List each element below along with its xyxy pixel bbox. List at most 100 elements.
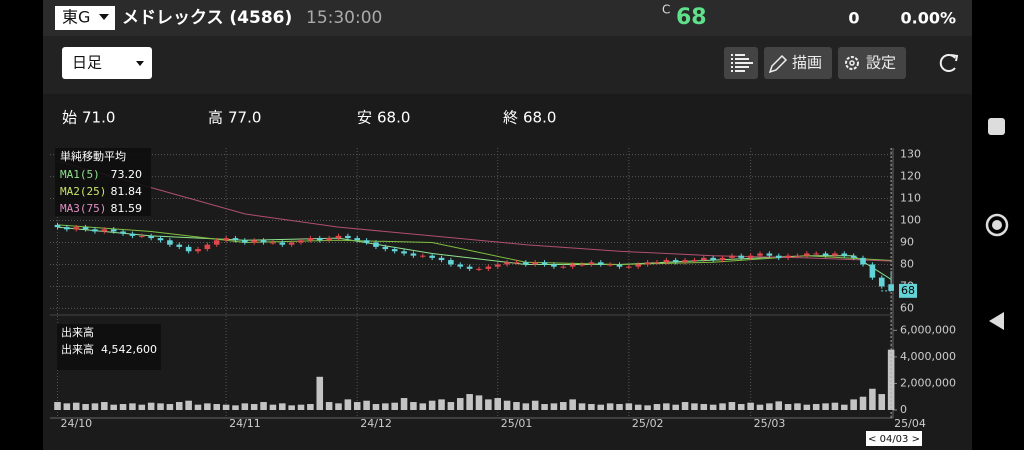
candle-body bbox=[691, 260, 698, 262]
candle-body bbox=[382, 246, 389, 250]
dropdown-arrow bbox=[99, 14, 109, 20]
y-tick-label: 130 bbox=[900, 148, 921, 161]
candle-body bbox=[738, 255, 745, 258]
candle-body bbox=[101, 229, 108, 232]
candle-body bbox=[504, 262, 510, 265]
candle-body bbox=[223, 238, 229, 241]
recents-button[interactable] bbox=[988, 118, 1005, 135]
draw-label: 描画 bbox=[792, 54, 822, 72]
market-select[interactable]: 東G bbox=[55, 6, 115, 30]
refresh-button[interactable] bbox=[939, 54, 959, 72]
volume-bar bbox=[101, 402, 108, 410]
candle-body bbox=[157, 238, 164, 241]
volume-bar bbox=[756, 404, 764, 410]
volume-bar bbox=[485, 399, 492, 410]
candle-body bbox=[326, 238, 332, 241]
list-button[interactable] bbox=[724, 47, 758, 79]
candle-body bbox=[729, 255, 735, 258]
refresh-icon bbox=[939, 54, 956, 72]
button-bg bbox=[838, 47, 906, 79]
candle-body bbox=[569, 264, 576, 267]
volume-bar bbox=[410, 402, 417, 410]
candle-body bbox=[457, 264, 464, 267]
volume-bar bbox=[213, 404, 221, 410]
candle-body bbox=[232, 238, 239, 241]
volume-bar bbox=[747, 402, 754, 410]
market-label: 東G bbox=[62, 8, 90, 27]
volume-bar bbox=[428, 400, 436, 410]
candle-body bbox=[476, 268, 482, 270]
gear-center bbox=[849, 60, 855, 66]
candle-body bbox=[541, 262, 548, 265]
volume-bar bbox=[269, 404, 277, 410]
volume-bar bbox=[606, 403, 614, 410]
volume-bar bbox=[325, 402, 333, 410]
settings-button[interactable]: 設定 bbox=[838, 47, 906, 79]
volume-bar bbox=[232, 405, 239, 410]
period-select[interactable]: 日足 bbox=[62, 47, 152, 79]
candle-body bbox=[288, 242, 295, 245]
candle-body bbox=[560, 266, 567, 268]
quote-value: 71.0 bbox=[82, 109, 115, 127]
volume-bar bbox=[194, 404, 202, 410]
volume-tick-label: 4,000,000 bbox=[900, 350, 956, 363]
candle-body bbox=[138, 235, 145, 237]
stock-name: メドレックス (4586) bbox=[122, 8, 292, 28]
cursor-label: < 04/03 > bbox=[868, 434, 920, 445]
volume-bar bbox=[129, 403, 136, 410]
volume-bar bbox=[391, 402, 398, 410]
volume-legend-title: 出来高 bbox=[61, 325, 94, 339]
volume-bar bbox=[419, 403, 427, 410]
volume-bar bbox=[363, 400, 370, 410]
last-price-box bbox=[899, 283, 917, 298]
price-change: 0 bbox=[848, 9, 859, 28]
candle-body bbox=[195, 249, 201, 252]
volume-bar bbox=[803, 404, 811, 410]
draw-button[interactable]: 描画 bbox=[764, 47, 832, 79]
home-button[interactable] bbox=[985, 213, 1009, 237]
time: 15:30:00 bbox=[306, 8, 382, 28]
volume-bar bbox=[147, 402, 155, 410]
current-price: 68 bbox=[676, 5, 707, 30]
candle-body bbox=[878, 277, 885, 287]
ma-legend-name: MA3(75) bbox=[60, 202, 106, 215]
price-prefix: C bbox=[662, 3, 670, 17]
x-tick-label: 24/10 bbox=[60, 417, 92, 430]
volume-bar bbox=[466, 394, 473, 410]
candle-body bbox=[869, 264, 876, 278]
period-select-box bbox=[62, 47, 152, 79]
candle-body bbox=[466, 266, 473, 269]
candle-body bbox=[832, 253, 838, 256]
volume-bar bbox=[288, 405, 295, 410]
volume-bar bbox=[531, 400, 539, 410]
candle-body bbox=[757, 253, 763, 256]
candle-body bbox=[373, 242, 379, 247]
volume-tick-label: 0 bbox=[900, 403, 907, 416]
quote-label: 安 bbox=[357, 109, 372, 127]
price-change-pct: 0.00% bbox=[900, 9, 956, 28]
volume-bar bbox=[63, 403, 71, 410]
candle-body bbox=[419, 255, 426, 257]
volume-bar bbox=[400, 398, 408, 410]
candle-body bbox=[775, 255, 782, 258]
candle-body bbox=[616, 264, 623, 267]
candle-body bbox=[822, 253, 829, 256]
candle-body bbox=[494, 264, 501, 267]
candle-body bbox=[813, 253, 820, 255]
back-button[interactable] bbox=[989, 312, 1004, 330]
volume-bar bbox=[775, 401, 783, 410]
candle-body bbox=[213, 240, 220, 245]
candle-body bbox=[64, 227, 70, 230]
quote-row: 始 71.0 高 77.0 安 68.0 終 68.0 bbox=[62, 109, 556, 127]
volume-bar bbox=[513, 402, 520, 410]
volume-bar bbox=[372, 404, 380, 410]
volume-bar bbox=[344, 399, 352, 410]
volume-tick-label: 2,000,000 bbox=[900, 376, 956, 389]
ma-line bbox=[57, 224, 892, 266]
volume-bar bbox=[541, 404, 548, 410]
x-tick-label: 25/02 bbox=[632, 417, 664, 430]
candle-body bbox=[682, 260, 688, 263]
volume-bar bbox=[784, 404, 792, 410]
quote-label: 終 bbox=[503, 109, 518, 127]
y-tick-label: 60 bbox=[900, 301, 914, 314]
